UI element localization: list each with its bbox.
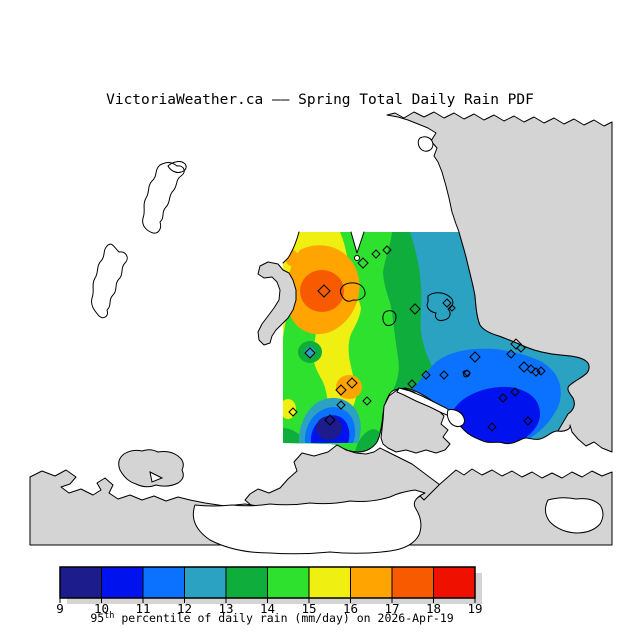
contour-spot-yellow — [283, 399, 296, 419]
colorbar-ticks — [59, 598, 476, 603]
fill-island-small — [382, 310, 397, 326]
station-diamond-marker — [409, 303, 421, 315]
station-diamond-marker — [442, 298, 452, 308]
colwood-land-wedge — [380, 388, 451, 454]
colorbar: 9 10 11 12 13 14 15 16 17 18 19 95th percentile of… — [56, 566, 483, 625]
station-diamond-marker — [531, 367, 541, 377]
colorbar-segment — [59, 566, 102, 599]
station-diamond-marker — [506, 349, 516, 359]
caption-superscript: th — [104, 611, 114, 621]
inlet-notch-fill — [351, 232, 364, 253]
west-island-b — [91, 243, 128, 319]
station-diamond-marker — [304, 347, 316, 359]
colorbar-segment — [391, 566, 434, 599]
colorbar-tick-label: 15 — [301, 601, 316, 616]
northeast-land — [386, 111, 613, 453]
station-diamond-marker — [371, 249, 381, 259]
colorbar-tick-label: 9 — [56, 601, 64, 616]
station-diamond-marker — [288, 407, 298, 417]
colorbar-tick-label: 12 — [177, 601, 192, 616]
colorbar-tick-label: 13 — [218, 601, 233, 616]
station-diamond-marker — [523, 416, 533, 426]
fill-island-big — [426, 292, 454, 321]
contour-layer-17 — [300, 270, 344, 312]
colorbar-tick-label: 18 — [426, 601, 441, 616]
station-diamond-marker — [448, 304, 456, 312]
colorbar-caption: 95th percentile of daily rain (mm/day) o… — [90, 611, 453, 625]
station-diamond-marker — [439, 370, 449, 380]
corner-water-notch — [283, 232, 299, 263]
contour-blob-green-core — [305, 347, 315, 357]
ne-land-bay — [417, 136, 434, 152]
colorbar-tick-label: 19 — [467, 601, 482, 616]
station-diamond-marker — [346, 377, 358, 389]
sound-island-notch — [149, 471, 164, 483]
colorbar-segment — [142, 566, 185, 599]
colorbar-tick-label: 16 — [343, 601, 358, 616]
station-diamond-marker — [317, 284, 331, 298]
colorbar-segments — [59, 566, 476, 599]
victoria-harbour — [446, 409, 465, 427]
station-diamond-marker — [362, 396, 372, 406]
colorbar-tick-labels: 9 10 11 12 13 14 15 16 17 18 19 — [56, 601, 482, 616]
sound-island — [118, 449, 184, 488]
page-title: VictoriaWeather.ca —— Spring Total Daily… — [106, 92, 534, 108]
contour-layer-10-east — [445, 386, 541, 446]
colorbar-segment — [267, 566, 310, 599]
station-diamond-marker — [335, 384, 347, 396]
station-diamond-marker — [516, 343, 526, 353]
station-diamond-marker — [382, 245, 392, 255]
station-diamond-marker — [536, 366, 546, 376]
station-markers — [288, 245, 546, 432]
station-diamond-marker — [510, 387, 520, 397]
colorbar-segment — [308, 566, 351, 599]
station-diamond-marker — [510, 338, 522, 350]
west-island-a2 — [167, 161, 187, 173]
inlet-hook-pond — [354, 255, 360, 261]
colorbar-tick-label: 11 — [135, 601, 150, 616]
station-diamond-marker — [526, 364, 536, 374]
station-diamond-marker — [336, 400, 346, 410]
station-diamond-marker — [407, 379, 417, 389]
caption-base: 95 — [90, 611, 104, 625]
colorbar-segment — [350, 566, 393, 599]
sooke-basin-bay — [192, 489, 426, 555]
colorbar-segment — [433, 566, 476, 599]
inlet-notch-coast — [350, 231, 365, 254]
contour-core-navy — [316, 416, 342, 440]
colorbar-segment — [225, 566, 268, 599]
station-diamond-marker — [518, 361, 530, 373]
east-bay — [544, 497, 604, 534]
fill-island-pear — [339, 282, 366, 302]
colorbar-segment — [184, 566, 227, 599]
station-diamond-marker — [469, 351, 481, 363]
station-diamond-marker — [421, 370, 431, 380]
caption-rest: percentile of daily rain (mm/day) on 202… — [114, 611, 453, 625]
colorbar-tick-label: 10 — [94, 601, 109, 616]
west-island-a — [142, 162, 185, 234]
sooke-hills-land — [257, 261, 297, 346]
corner-water-coast — [282, 231, 300, 264]
station-diamond-marker — [463, 369, 471, 377]
station-diamond-marker — [357, 257, 369, 269]
station-diamond-marker — [498, 393, 508, 403]
contour-patch-green-a — [283, 428, 303, 443]
station-diamond-marker — [487, 422, 497, 432]
contour-layer-16-small — [336, 375, 362, 399]
colorbar-segment — [101, 566, 144, 599]
station-diamond-marker — [324, 414, 336, 426]
colorbar-tick-label: 14 — [260, 601, 275, 616]
colorbar-tick-label: 17 — [384, 601, 399, 616]
